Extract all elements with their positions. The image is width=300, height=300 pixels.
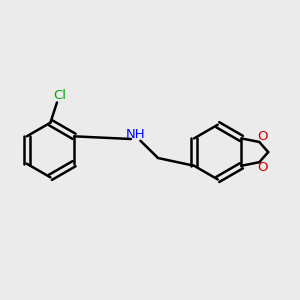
Text: O: O <box>257 130 268 143</box>
Text: Cl: Cl <box>53 89 66 102</box>
Text: NH: NH <box>126 128 146 141</box>
Text: O: O <box>257 161 268 174</box>
